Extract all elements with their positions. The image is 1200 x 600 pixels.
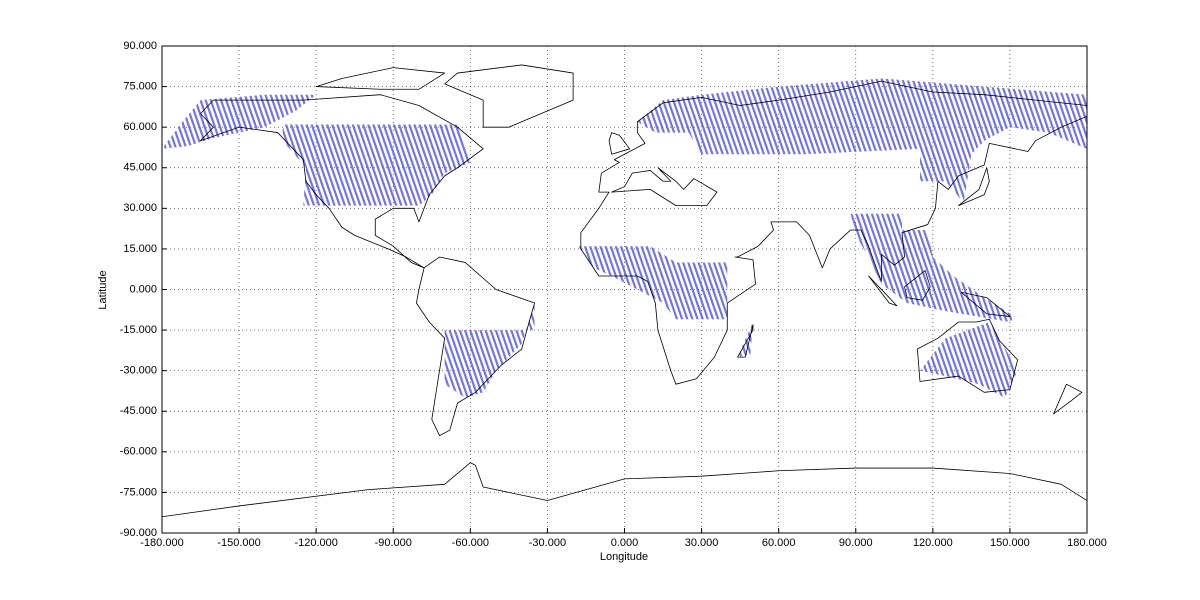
y-tick-label: -90.000 — [120, 527, 157, 539]
map-layer — [162, 65, 1087, 517]
coastline — [738, 325, 753, 357]
x-tick-label: -120.000 — [294, 537, 337, 549]
swath — [637, 78, 1087, 203]
swath — [444, 303, 535, 398]
x-tick-label: 90.000 — [839, 537, 873, 549]
x-tick-label: -90.000 — [375, 537, 412, 549]
y-tick-label: 30.000 — [123, 202, 157, 214]
coastline — [162, 463, 1087, 517]
swath — [578, 246, 728, 320]
swath — [919, 321, 1018, 398]
x-tick-label: 120.000 — [913, 537, 953, 549]
y-tick-label: -45.000 — [120, 405, 157, 417]
y-axis-label: Latitude — [97, 270, 109, 309]
coastline — [201, 95, 484, 268]
geo — [162, 65, 1087, 517]
x-tick-label: 30.000 — [685, 537, 719, 549]
coastline — [316, 68, 444, 90]
x-tick-label: 180.000 — [1067, 537, 1107, 549]
y-tick-label: 45.000 — [123, 162, 157, 174]
coastline — [961, 292, 1010, 316]
y-tick-label: 15.000 — [123, 243, 157, 255]
coastline — [445, 65, 573, 127]
coastline — [609, 133, 630, 155]
swath — [737, 321, 753, 358]
x-tick-label: -30.000 — [529, 537, 566, 549]
coastline — [869, 276, 897, 306]
y-tick-label: 75.000 — [123, 80, 157, 92]
coastline — [612, 168, 717, 206]
y-tick-label: -30.000 — [120, 365, 157, 377]
coastline — [416, 257, 534, 436]
coastline — [581, 81, 1087, 384]
x-tick-label: 60.000 — [762, 537, 796, 549]
y-tick-label: 60.000 — [123, 121, 157, 133]
swath — [162, 94, 317, 149]
swath — [282, 124, 471, 206]
y-tick-label: 90.000 — [123, 40, 157, 52]
coastline — [1054, 384, 1082, 414]
coastline — [905, 271, 931, 301]
x-tick-label: 150.000 — [990, 537, 1030, 549]
x-tick-label: 0.000 — [611, 537, 639, 549]
y-tick-label: -60.000 — [120, 446, 157, 458]
ticks: -180.000 -150.000 -120.000 -90.000 -60.000 -3… — [120, 40, 1107, 549]
y-tick-label: -15.000 — [120, 324, 157, 336]
coastline — [917, 319, 1017, 392]
x-tick-label: -180.000 — [140, 537, 183, 549]
x-tick-label: -150.000 — [217, 537, 260, 549]
coastline — [959, 168, 990, 206]
y-tick-label: 0.000 — [129, 283, 157, 295]
y-tick-label: -75.000 — [120, 486, 157, 498]
x-tick-label: -60.000 — [452, 537, 489, 549]
x-axis-label: Longitude — [600, 551, 648, 563]
